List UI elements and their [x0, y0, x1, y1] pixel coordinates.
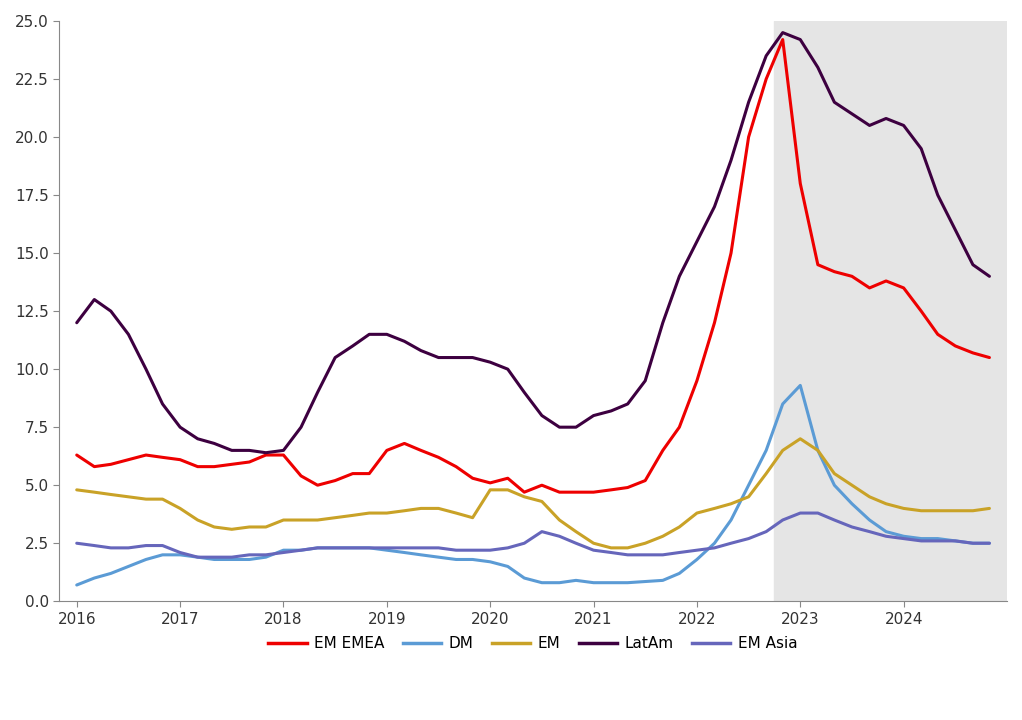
- Legend: EM EMEA, DM, EM, LatAm, EM Asia: EM EMEA, DM, EM, LatAm, EM Asia: [263, 630, 804, 657]
- Bar: [775, 21, 1022, 601]
